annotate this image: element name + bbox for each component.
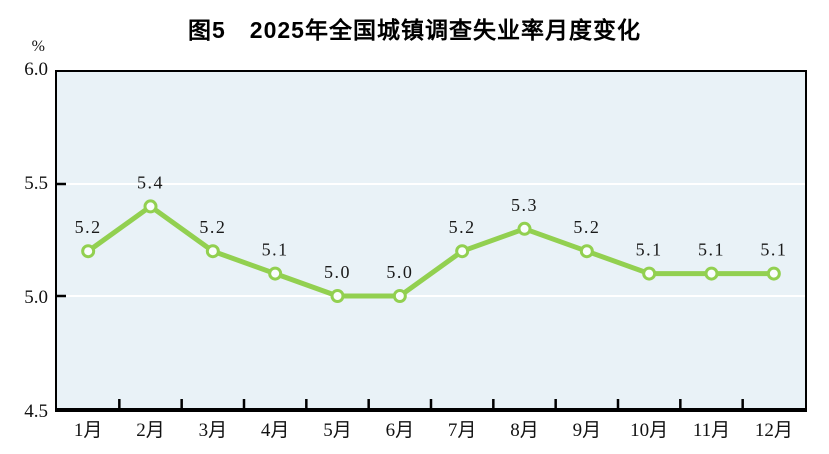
y-tick-label: 4.5 <box>24 401 48 422</box>
x-tick-label: 1月 <box>73 420 103 441</box>
y-axis-unit-label: % <box>31 38 45 55</box>
x-tick-label: 9月 <box>572 420 602 441</box>
data-point-label: 5.1 <box>760 240 787 260</box>
x-tick-label: 3月 <box>198 420 228 441</box>
plot-area: 5.2 5.4 5.2 5.1 5.0 5.0 5.2 5.3 5.2 5.1 5.1 5.1 <box>55 70 807 412</box>
x-tick-label: 6月 <box>385 420 415 441</box>
x-tick-label: 5月 <box>323 420 352 441</box>
data-point-label: 5.2 <box>75 217 102 237</box>
y-tick-label: 5.0 <box>24 287 48 308</box>
data-point-marker <box>517 221 532 236</box>
x-tick-label: 4月 <box>260 420 290 441</box>
data-point-label: 5.3 <box>511 195 538 215</box>
data-point-marker <box>766 266 781 281</box>
x-tick-label: 10月 <box>630 420 669 441</box>
data-point-marker <box>205 244 220 259</box>
data-point-label: 5.2 <box>573 217 600 237</box>
data-point-marker <box>392 289 407 303</box>
x-tick-label: 7月 <box>447 420 477 441</box>
data-point-marker <box>704 266 719 281</box>
data-point-marker <box>330 289 345 303</box>
y-tick-label: 6.0 <box>24 59 48 80</box>
data-point-marker <box>81 244 96 259</box>
data-point-label: 5.1 <box>636 240 663 260</box>
x-tick-label: 11月 <box>692 420 731 441</box>
chart-canvas: 5.2 5.4 5.2 5.1 5.0 5.0 5.2 5.3 5.2 5.1 5.1 5.1 <box>57 172 805 408</box>
data-point-label: 5.1 <box>262 240 289 260</box>
chart-title: 图5 2025年全国城镇调查失业率月度变化 <box>188 17 641 43</box>
line-series <box>85 203 777 299</box>
data-point-label: 5.0 <box>324 262 351 282</box>
x-tick-label: 2月 <box>136 420 165 441</box>
data-point-label: 5.4 <box>137 172 164 192</box>
x-tick-label: 8月 <box>510 420 539 441</box>
data-point-marker <box>268 266 283 281</box>
data-point-label: 5.0 <box>386 262 413 282</box>
data-point-label: 5.2 <box>199 217 226 237</box>
data-point-marker <box>455 244 470 259</box>
data-point-label: 5.2 <box>449 217 476 237</box>
data-point-label: 5.1 <box>698 240 725 260</box>
data-point-marker <box>579 244 594 259</box>
data-point-marker <box>642 266 657 281</box>
y-tick-label: 5.5 <box>24 173 48 194</box>
data-point-marker <box>143 199 158 214</box>
x-tick-label: 12月 <box>754 420 793 441</box>
